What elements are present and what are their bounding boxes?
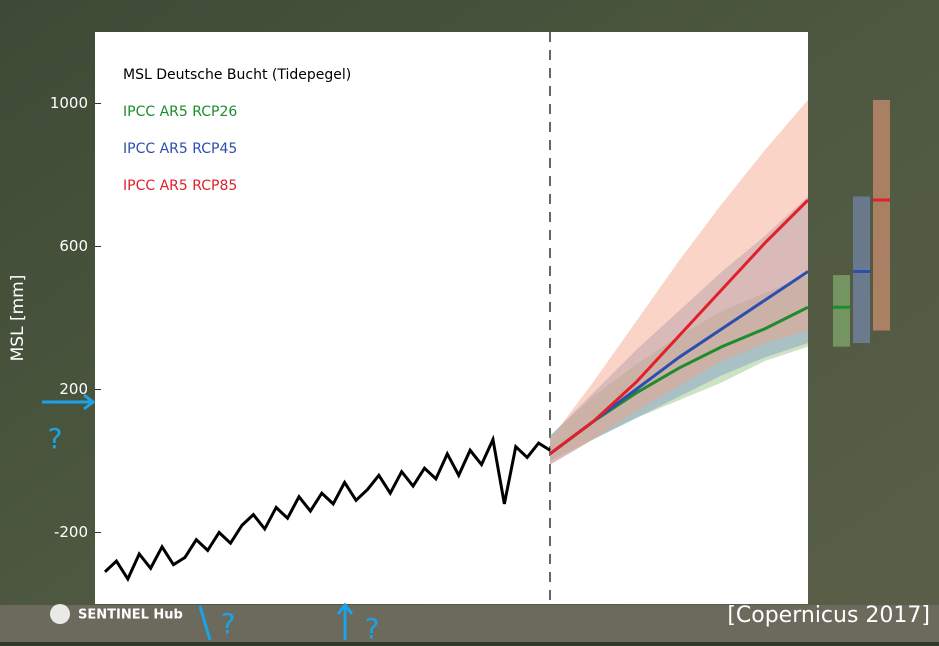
y-axis-label: MSL [mm] (8, 275, 28, 362)
source: [Copernicus 2017] (727, 603, 930, 628)
range-bar (873, 100, 890, 331)
annotation: ? (48, 422, 63, 455)
logo-icon (50, 604, 70, 624)
y-tick-label: 1000 (50, 94, 88, 112)
range-bar (853, 196, 870, 343)
legend-label: IPCC AR5 RCP26 (123, 104, 237, 120)
y-tick-label: 600 (59, 237, 88, 255)
annotation: ? (221, 607, 236, 640)
legend-label: IPCC AR5 RCP45 (123, 141, 237, 157)
range-bar (833, 275, 850, 347)
legend-label: IPCC AR5 RCP85 (123, 178, 237, 194)
annotation: ? (365, 612, 380, 642)
chart: MSL [mm] [Copernicus 2017] SENTINEL Hub … (0, 0, 939, 642)
y-tick-label: 200 (59, 380, 88, 398)
y-tick-label: -200 (54, 523, 88, 541)
legend-label: MSL Deutsche Bucht (Tidepegel) (123, 67, 351, 83)
logo: SENTINEL Hub (78, 608, 183, 623)
